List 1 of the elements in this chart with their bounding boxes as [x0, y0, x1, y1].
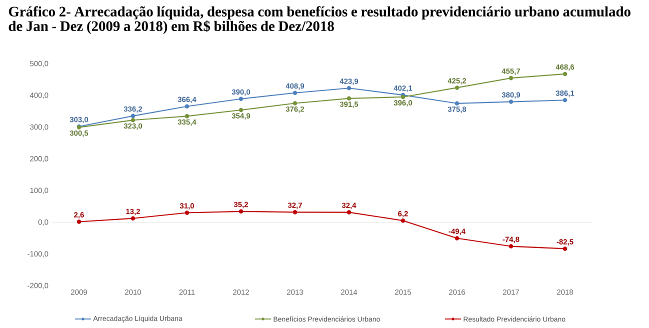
chart-title: Gráfico 2- Arrecadação líquida, despesa com benefícios e resultado previdenciário urbano acumulado de Jan - Dez (2009 a 2018) em R$ bilhões de Dez/2018	[8, 6, 630, 34]
